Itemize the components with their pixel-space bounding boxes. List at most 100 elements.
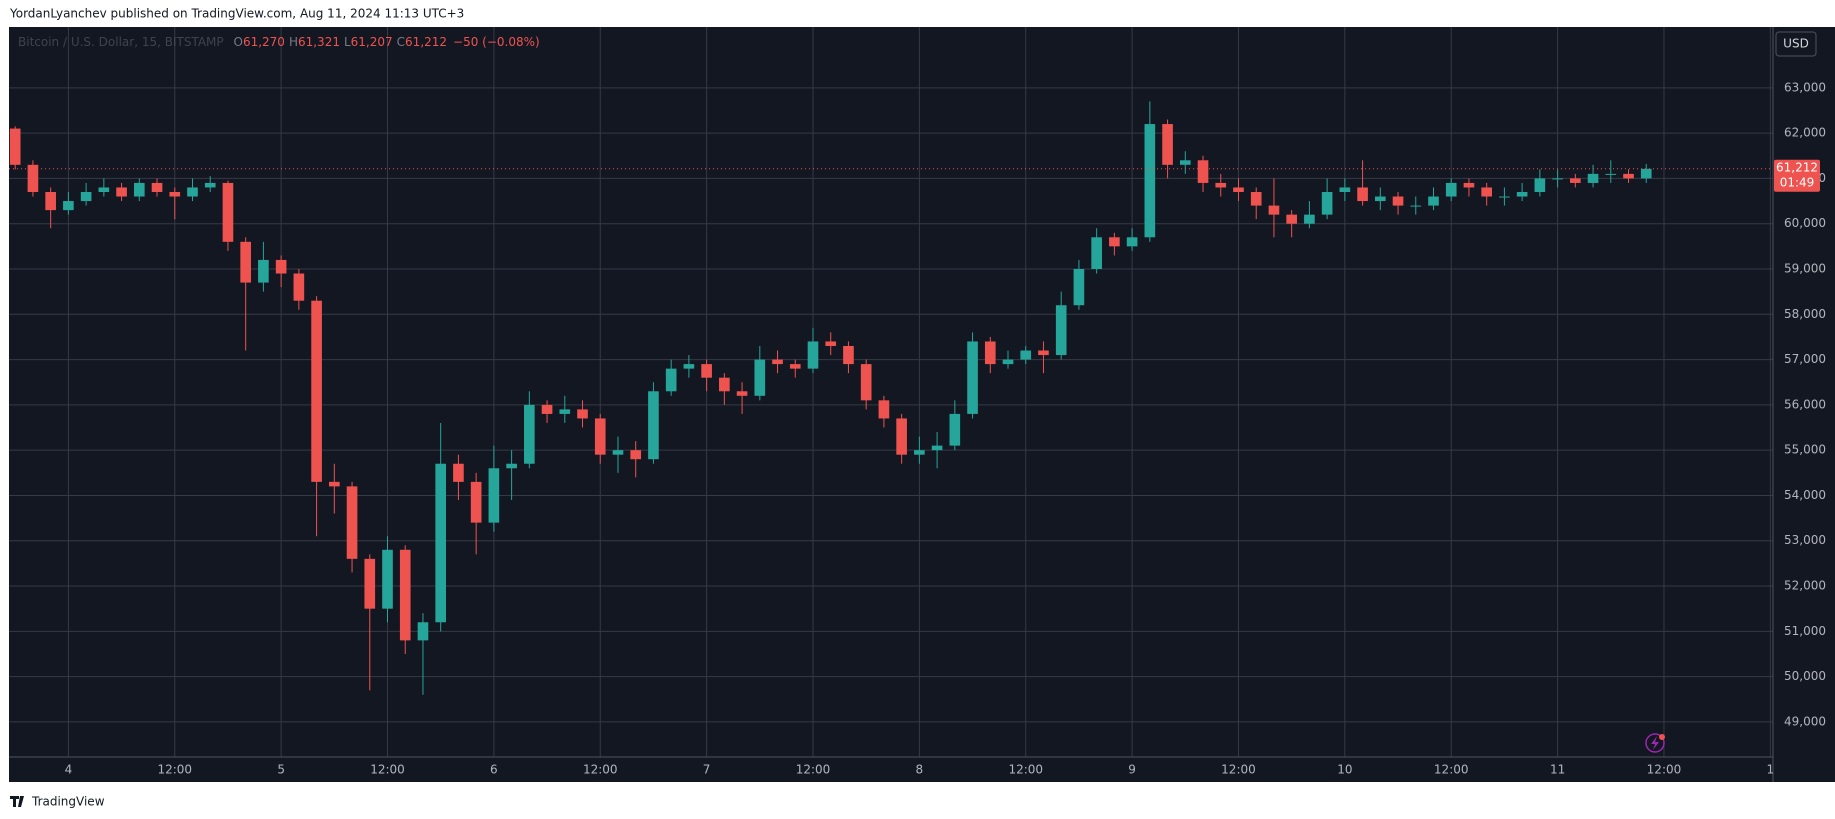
candle-body bbox=[1020, 350, 1032, 360]
candle-body bbox=[1392, 196, 1404, 206]
candle-body bbox=[1570, 178, 1581, 183]
candle-body bbox=[559, 409, 571, 414]
x-tick-label: 1 bbox=[1767, 763, 1775, 777]
candle-body bbox=[364, 558, 376, 609]
candle-body bbox=[1428, 196, 1439, 206]
candle-body bbox=[1499, 196, 1510, 198]
candle-body bbox=[789, 364, 801, 369]
candle-body bbox=[435, 463, 447, 623]
y-tick-label: 49,000 bbox=[1784, 714, 1826, 728]
x-tick-label: 12:00 bbox=[1647, 763, 1682, 777]
candle-body bbox=[506, 463, 517, 469]
candle-body bbox=[1055, 305, 1067, 356]
x-tick-label: 12:00 bbox=[796, 763, 831, 777]
candle-body bbox=[754, 359, 766, 396]
candle-body bbox=[222, 182, 234, 242]
candle-body bbox=[329, 481, 340, 487]
candle-body bbox=[1587, 173, 1599, 183]
candle-body bbox=[399, 549, 411, 641]
candle-body bbox=[807, 341, 819, 369]
x-tick-label: 5 bbox=[277, 763, 285, 777]
grid bbox=[9, 27, 1773, 757]
candle-body bbox=[1374, 196, 1386, 202]
candle-body bbox=[949, 413, 961, 446]
candle-body bbox=[772, 359, 783, 365]
y-tick-label: 50,000 bbox=[1784, 669, 1826, 683]
candle-body bbox=[80, 191, 92, 202]
x-tick-label: 12:00 bbox=[1434, 763, 1469, 777]
x-tick-label: 4 bbox=[65, 763, 73, 777]
candle-body bbox=[116, 187, 127, 197]
currency-label[interactable]: USD bbox=[1783, 37, 1809, 51]
last-price-label: 61,212 bbox=[1776, 160, 1818, 174]
candle-body bbox=[382, 549, 393, 609]
candle-body bbox=[1410, 205, 1422, 207]
x-tick-label: 12:00 bbox=[370, 763, 405, 777]
candle-body bbox=[984, 341, 996, 365]
candle-body bbox=[169, 191, 181, 197]
alert-icon[interactable] bbox=[1645, 733, 1665, 753]
candle-body bbox=[240, 241, 251, 283]
candle-body bbox=[133, 182, 145, 197]
candle-body bbox=[1321, 191, 1333, 215]
candle-body bbox=[594, 418, 606, 455]
candle-body bbox=[665, 368, 677, 392]
candle-body bbox=[1463, 182, 1475, 188]
candle-body bbox=[1109, 237, 1120, 247]
legend-key: L bbox=[344, 35, 351, 49]
candle-body bbox=[825, 341, 837, 346]
candle-body bbox=[612, 450, 624, 455]
candle-body bbox=[470, 481, 482, 523]
legend-value: 61,321 bbox=[298, 35, 340, 49]
candle-body bbox=[346, 486, 358, 559]
x-tick-label: 12:00 bbox=[157, 763, 192, 777]
candle-body bbox=[1038, 350, 1049, 356]
candle-body bbox=[258, 259, 269, 283]
candle-body bbox=[151, 182, 163, 192]
y-tick-label: 58,000 bbox=[1784, 307, 1826, 321]
legend-value: 61,207 bbox=[351, 35, 393, 49]
candle-body bbox=[1640, 168, 1652, 179]
candle-body bbox=[967, 341, 978, 414]
candle-body bbox=[914, 450, 925, 455]
candle-body bbox=[1073, 268, 1085, 306]
legend-key: O bbox=[233, 35, 242, 49]
legend-change: −50 (−0.08%) bbox=[453, 35, 540, 49]
candle-body bbox=[1445, 182, 1457, 197]
candle-body bbox=[1268, 205, 1280, 215]
candle-body bbox=[1126, 237, 1138, 247]
candle-body bbox=[204, 182, 216, 188]
candle-body bbox=[311, 300, 322, 482]
y-tick-label: 56,000 bbox=[1784, 397, 1826, 411]
candle-body bbox=[9, 128, 21, 165]
candle-body bbox=[541, 404, 553, 414]
candle-body bbox=[1233, 187, 1244, 192]
candle-body bbox=[45, 191, 56, 211]
candle-body bbox=[1552, 178, 1563, 180]
y-tick-label: 62,000 bbox=[1784, 126, 1826, 140]
candle-body bbox=[27, 164, 39, 192]
candle-body bbox=[1481, 187, 1493, 197]
candle-body bbox=[683, 364, 695, 369]
legend-key: H bbox=[289, 35, 298, 49]
candle-body bbox=[1286, 214, 1297, 224]
candle-body bbox=[1516, 191, 1528, 197]
x-tick-label: 8 bbox=[916, 763, 924, 777]
x-tick-label: 11 bbox=[1550, 763, 1565, 777]
candle-body bbox=[1179, 160, 1191, 165]
candle-body bbox=[896, 418, 907, 455]
candle-body bbox=[524, 404, 535, 464]
candle-body bbox=[187, 187, 198, 197]
candle-body bbox=[1605, 173, 1617, 175]
x-tick-label: 9 bbox=[1128, 763, 1136, 777]
candle-body bbox=[453, 463, 464, 482]
x-tick-label: 10 bbox=[1337, 763, 1352, 777]
y-tick-label: 55,000 bbox=[1784, 443, 1826, 457]
x-tick-label: 12:00 bbox=[1008, 763, 1043, 777]
usd-button[interactable]: USD bbox=[1775, 31, 1817, 57]
legend-value: 61,270 bbox=[243, 35, 285, 49]
x-tick-label: 7 bbox=[703, 763, 711, 777]
candle-body bbox=[931, 445, 943, 451]
candle-body bbox=[1339, 187, 1351, 192]
